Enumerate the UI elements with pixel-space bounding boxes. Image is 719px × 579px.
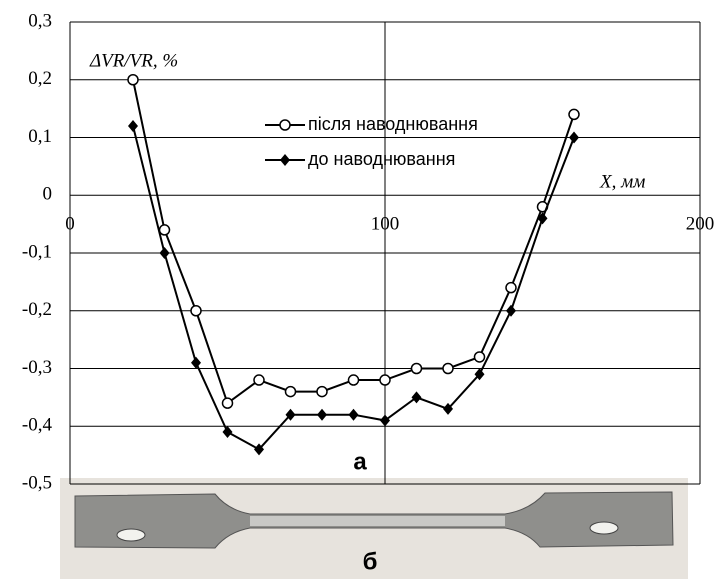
y-tick-label: -0,4 xyxy=(22,415,53,436)
data-point xyxy=(317,387,327,397)
y-axis-label: ΔVR/VR, % xyxy=(89,50,178,71)
chart: а б ΔVR/VR, % X, мм -0,5 -0,4 -0,3 -0,2 -0,1… xyxy=(0,0,719,579)
data-point xyxy=(349,375,359,385)
data-point xyxy=(128,75,138,85)
y-tick-label: -0,1 xyxy=(22,241,52,262)
x-tick-label: 0 xyxy=(65,214,75,235)
data-point xyxy=(223,426,233,438)
x-tick-label: 200 xyxy=(686,214,715,235)
y-tick-label: -0,5 xyxy=(22,472,52,493)
data-point xyxy=(475,352,485,362)
data-point xyxy=(223,398,233,408)
legend-label: після наводнювання xyxy=(308,114,478,134)
data-point xyxy=(254,375,264,385)
data-point xyxy=(349,409,359,421)
annotation: а xyxy=(353,448,367,475)
data-point xyxy=(380,375,390,385)
data-point xyxy=(443,364,453,374)
annotation: б xyxy=(363,548,378,575)
y-tick-label: -0,2 xyxy=(22,299,52,320)
legend-marker xyxy=(280,120,290,130)
y-tick-label: -0,3 xyxy=(22,357,52,378)
data-point xyxy=(380,414,390,426)
y-tick-label: 0,2 xyxy=(28,68,52,89)
legend-label: до наводнювання xyxy=(308,149,455,169)
data-point xyxy=(506,305,516,317)
data-point xyxy=(128,120,138,132)
data-point xyxy=(506,283,516,293)
data-point xyxy=(286,387,296,397)
data-point xyxy=(317,409,327,421)
y-tick-label: 0,3 xyxy=(28,10,52,31)
y-tick-label: 0,1 xyxy=(28,126,52,147)
data-point xyxy=(191,357,201,369)
x-axis-label: X, мм xyxy=(599,171,645,192)
x-tick-label: 100 xyxy=(371,214,400,235)
y-tick-label: 0 xyxy=(43,184,53,205)
data-point xyxy=(160,225,170,235)
legend-marker xyxy=(280,154,290,166)
data-point xyxy=(160,247,170,259)
data-point xyxy=(412,391,422,403)
data-point xyxy=(412,364,422,374)
data-point xyxy=(569,109,579,119)
data-point xyxy=(569,132,579,144)
data-point xyxy=(191,306,201,316)
